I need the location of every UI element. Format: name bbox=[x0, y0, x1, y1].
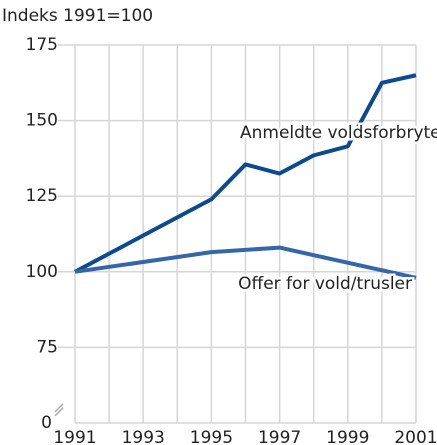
y-tick-label: 125 bbox=[26, 186, 58, 206]
x-tick-label: 1999 bbox=[326, 428, 369, 445]
x-tick-label: 1997 bbox=[258, 428, 301, 445]
y-axis-label: Indeks 1991=100 bbox=[2, 6, 153, 26]
y-tick-label: 100 bbox=[26, 262, 58, 282]
axis-break bbox=[54, 407, 64, 417]
y-tick-label: 75 bbox=[36, 337, 58, 357]
x-tick-label: 1991 bbox=[53, 428, 96, 445]
y-tick-label: 175 bbox=[26, 35, 58, 55]
axis-break bbox=[54, 403, 64, 413]
line bbox=[74, 245, 417, 280]
y-tick-label: 150 bbox=[26, 111, 58, 131]
x-tick-label: 1995 bbox=[190, 428, 233, 445]
line bbox=[74, 73, 417, 274]
series-label: Offer for vold/trusler bbox=[238, 274, 412, 294]
x-tick-label: 1993 bbox=[122, 428, 165, 445]
x-tick-label: 2001 bbox=[394, 428, 437, 445]
y-tick-label: 0 bbox=[41, 413, 52, 433]
series-label: Anmeldte voldsforbrytelser bbox=[240, 123, 437, 143]
